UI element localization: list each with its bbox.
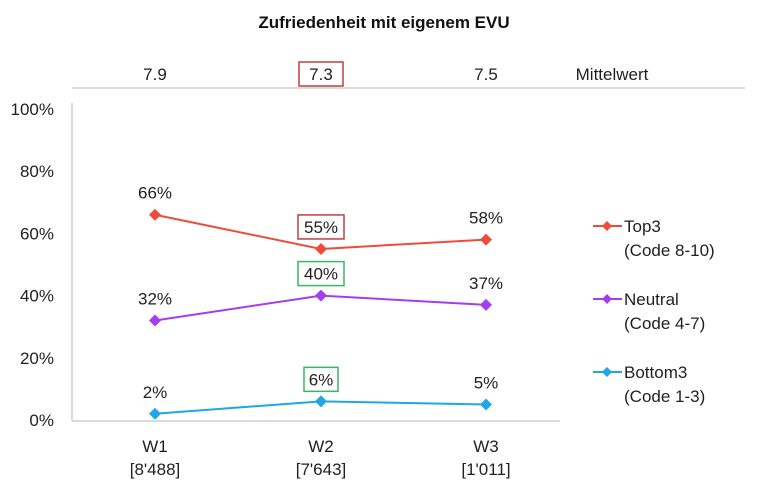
legend-marker [602, 367, 612, 377]
mean-value: 7.9 [143, 65, 167, 84]
data-label: 55% [304, 218, 338, 237]
series-top3: 66% 55% 58% [138, 184, 503, 255]
legend: Top3 (Code 8-10) Neutral (Code 4-7) Bottom3 (… [593, 217, 715, 406]
y-axis: 0% 20% 40% 60% 80% 100% [11, 100, 73, 430]
data-label-highlight-box [297, 214, 345, 240]
y-tick-label: 80% [20, 162, 54, 181]
mean-label: Mittelwert [576, 65, 649, 84]
legend-label: Neutral [624, 290, 679, 309]
chart-title: Zufriedenheit mit eigenem EVU [258, 13, 509, 32]
x-tick-count: [7'643] [296, 460, 347, 479]
data-point-marker [315, 289, 327, 302]
legend-sublabel: (Code 8-10) [624, 241, 715, 260]
legend-item-top3: Top3 (Code 8-10) [593, 217, 715, 260]
data-label: 32% [138, 289, 172, 308]
x-tick-count: [8'488] [130, 460, 181, 479]
series-layer: 66% 55% 58% 32% 40% 37% 2% 6% 5% [138, 184, 503, 420]
legend-sublabel: (Code 4-7) [624, 314, 705, 333]
data-label: 37% [469, 274, 503, 293]
legend-sublabel: (Code 1-3) [624, 387, 705, 406]
series-neutral: 32% 40% 37% [138, 260, 503, 327]
data-point-marker [315, 242, 327, 255]
mean-highlight-box [298, 61, 344, 87]
data-point-marker [315, 395, 327, 408]
data-label-highlight-box [303, 366, 339, 393]
data-label: 58% [469, 209, 503, 228]
data-label-highlight-box [297, 260, 345, 287]
legend-label: Bottom3 [624, 363, 687, 382]
x-tick-label: W2 [308, 437, 334, 456]
legend-item-neutral: Neutral (Code 4-7) [593, 290, 705, 333]
data-point-marker [149, 407, 161, 420]
x-tick-count: [1'011] [461, 460, 510, 479]
x-axis: W1 [8'488] W2 [7'643] W3 [1'011] [72, 420, 560, 479]
data-point-marker [480, 233, 492, 246]
legend-marker [602, 294, 612, 304]
mean-value: 7.3 [309, 65, 333, 84]
mean-value: 7.5 [474, 65, 498, 84]
data-point-marker [480, 298, 492, 311]
data-point-marker [149, 314, 161, 327]
y-tick-label: 0% [29, 411, 54, 430]
data-label: 6% [309, 370, 334, 389]
x-tick-label: W1 [142, 437, 168, 456]
mean-values-row: 7.9 7.3 7.5 Mittelwert [143, 61, 649, 87]
y-tick-label: 40% [20, 287, 54, 306]
data-point-marker [149, 208, 161, 221]
y-tick-label: 100% [11, 100, 54, 119]
data-label: 40% [304, 265, 338, 284]
legend-marker [602, 221, 612, 231]
y-tick-label: 60% [20, 224, 54, 243]
data-label: 5% [474, 373, 499, 392]
data-label: 66% [138, 184, 172, 203]
legend-label: Top3 [624, 217, 661, 236]
series-bottom3: 2% 6% 5% [143, 366, 499, 420]
x-tick-label: W3 [473, 437, 499, 456]
y-tick-label: 20% [20, 349, 54, 368]
data-label: 2% [143, 383, 168, 402]
legend-item-bottom3: Bottom3 (Code 1-3) [593, 363, 705, 406]
data-point-marker [480, 398, 492, 411]
